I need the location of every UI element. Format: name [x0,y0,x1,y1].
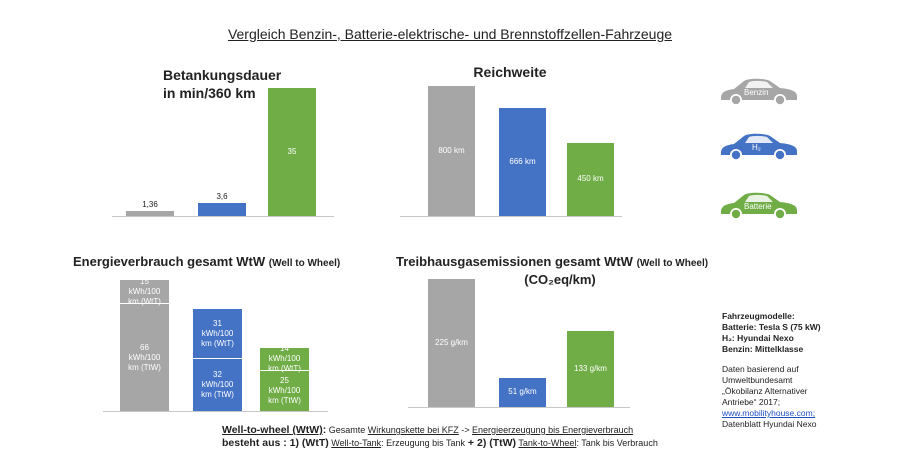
chart2-title: Reichweite [473,64,547,80]
chart3-label-ttw-line: 66 [140,342,149,352]
chart3-label-ttw-line: 32 [213,370,222,380]
chart1-title-line2: in min/360 km [163,85,256,101]
chart2-bar-batterie [567,142,614,216]
info-line-3: H₂: Hyundai Nexo [722,333,794,343]
chart3-label-ttw-line: kWh/100 [201,380,234,390]
wtt-desc: : Erzeugung bis Tank [381,438,466,448]
car-benzin-icon [721,78,797,106]
chart3-bar-wtt-benzin [120,280,169,305]
chart3-label-wtt-line: 14 [280,344,289,354]
info-box: Fahrzeugmodelle: Batterie: Tesla S (75 k… [722,311,892,430]
wtw-desc-b: Wirkungskette bei KFZ [367,425,459,435]
chart3-bar-ttw-benzin [120,304,169,411]
chart3-label-ttw-line: 25 [280,375,289,385]
chart3-label-wtt-line: 15 [140,277,149,287]
car-h2-icon [721,133,797,161]
chart2-bar-h2 [499,107,546,216]
car-benzin-label: Benzin [744,88,769,97]
wtw-desc-a: Gesamte [328,425,368,435]
wtw-desc-c: Energieerzeugung bis Energieverbrauch [472,425,634,435]
chart3-label-wtt-h2: 31 kWh/100 km (WtT) [193,319,242,349]
info-line-1: Fahrzeugmodelle: [722,311,795,321]
ttw-term: Tank-to-Wheel [518,438,577,448]
chart3-label-wtt-line: km (WtT) [201,339,234,349]
car-batterie-label: Batterie [744,202,772,211]
chart1-bar-batterie [268,88,316,216]
chart3-label-ttw-line: km (TtW) [201,390,234,400]
chart3-bar-wtt-h2 [193,309,242,360]
chart3-label-wtt-line: km (WtT) [268,364,301,374]
chart2-label-h2: 666 km [509,156,536,166]
footer-line-2: besteht aus : 1) (WtT) Well-to-Tank: Erz… [222,437,692,450]
ttw-desc: : Tank bis Verbrauch [576,438,658,448]
chart4-title: Treibhausgasemissionen gesamt WtW (Well … [396,254,708,269]
chart4-title-main: Treibhausgasemissionen gesamt WtW [396,254,633,269]
chart3-bar-wtt-batterie [260,347,309,371]
chart1-label-batterie: 35 [287,147,297,156]
car-h2-label: H₂ [752,143,761,152]
chart2-label-batterie: 450 km [577,174,604,184]
chart3-label-ttw-line: km (TtW) [128,362,161,372]
info-line-8: Antriebe“ 2017; [722,397,781,407]
wtw-colon: : [322,424,327,436]
car-batterie-icon [721,192,797,220]
chart4-label-h2: 51 g/km [508,387,537,397]
chart3-bar-ttw-h2 [193,359,242,411]
chart4-baseline [408,407,630,408]
chart3-baseline [103,411,328,412]
chart2-label-benzin: 800 km [438,146,465,155]
chart1-baseline [112,216,334,217]
info-line-7: „Ökobilanz Alternativer [722,386,808,396]
chart3-label-ttw-line: kWh/100 [128,352,161,362]
chart4-label-benzin: 225 g/km [435,338,468,347]
chart2-bar-benzin [428,86,475,216]
chart3-label-wtt-benzin: 15 kWh/100 km (WtT) [120,277,169,307]
chart1-bar-h2 [198,202,246,216]
info-line-2: Batterie: Tesla S (75 kW) [722,322,821,332]
chart3-label-ttw-h2: 32 kWh/100 km (TtW) [193,370,242,400]
footer-line-1: Well-to-wheel (WtW): Gesamte Wirkungsket… [222,424,692,437]
chart1-label-h2: 3,6 [216,191,228,201]
chart3-label-wtt-batterie: 14 kWh/100 km (WtT) [260,344,309,374]
chart4-title-suffix: (Well to Wheel) [636,258,709,269]
chart3-title: Energieverbrauch gesamt WtW (Well to Whe… [73,254,340,269]
chart3-label-ttw-line: km (TtW) [268,395,301,405]
chart3-bar-ttw-batterie [260,370,309,411]
chart3-label-ttw-benzin: 66 kWh/100 km (TtW) [120,343,169,373]
info-line-10: Datenblatt Hyundai Nexo [722,419,817,429]
chart3-title-main: Energieverbrauch gesamt WtW [73,254,266,269]
chart3-label-wtt-line: kWh/100 [128,287,161,297]
chart1-title-line1: Betankungsdauer [163,67,282,83]
chart4-bar-benzin [428,279,475,407]
wtw-term: Well-to-wheel (WtW) [222,424,323,436]
chart4-bar-batterie [567,331,614,407]
chart1-bar-benzin [126,211,174,216]
info-line-4: Benzin: Mittelklasse [722,344,804,354]
chart2-baseline [400,216,622,217]
chart3-label-ttw-batterie: 25 kWh/100 km (TtW) [260,376,309,406]
wtt-term: Well-to-Tank [331,438,382,448]
chart4-label-batterie: 133 g/km [574,364,607,374]
chart1-label-benzin: 1,36 [142,200,158,210]
main-title: Vergleich Benzin-, Batterie-elektrische-… [227,26,673,42]
chart3-label-wtt-line: kWh/100 [268,354,301,364]
wtw-arrow: -> [458,425,473,435]
footer-definition: Well-to-wheel (WtW): Gesamte Wirkungsket… [222,424,692,450]
plus-ttw: + 2) (TtW) [465,437,517,449]
info-line-6: Umweltbundesamt [722,375,793,385]
chart3-label-wtt-line: kWh/100 [201,329,234,339]
chart4-title-line2: (CO₂eq/km) [524,272,596,287]
info-link-mobilityhouse[interactable]: www.mobilityhouse.com; [722,408,816,418]
chart1-title: Betankungsdauer in min/360 km [163,66,281,102]
consists-of: besteht aus : 1) (WtT) [222,437,329,449]
chart3-label-ttw-line: kWh/100 [268,385,301,395]
info-line-5: Daten basierend auf [722,364,799,374]
chart3-label-wtt-line: 31 [213,319,222,329]
chart3-label-wtt-line: km (WtT) [128,297,161,307]
chart3-title-suffix: (Well to Wheel) [268,258,341,269]
chart4-bar-h2 [499,377,546,407]
